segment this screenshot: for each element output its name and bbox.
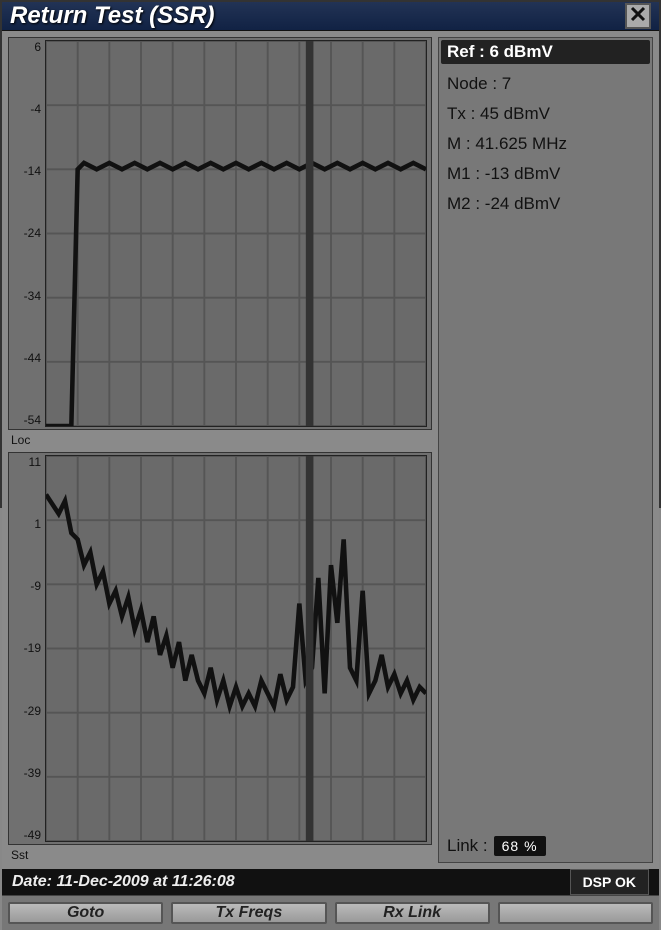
- chart-loc-yaxis: 6-4-14-24-34-44-54: [11, 40, 41, 427]
- close-button[interactable]: [625, 3, 651, 29]
- marker-freq-readout: M : 41.625 MHz: [447, 134, 644, 154]
- chart-sst: 111-9-19-29-39-49 Sst: [8, 452, 432, 845]
- link-row: Link : 68 %: [447, 836, 644, 856]
- close-icon: [630, 6, 646, 27]
- titlebar: Return Test (SSR): [2, 2, 659, 31]
- node-readout: Node : 7: [447, 74, 644, 94]
- txfreqs-button[interactable]: Tx Freqs: [171, 902, 326, 924]
- chart-sst-yaxis: 111-9-19-29-39-49: [11, 455, 41, 842]
- tx-readout: Tx : 45 dBmV: [447, 104, 644, 124]
- chart-loc-plot[interactable]: [45, 40, 427, 427]
- chart-loc-label: Loc: [11, 433, 30, 447]
- rxlink-button[interactable]: Rx Link: [335, 902, 490, 924]
- window-title: Return Test (SSR): [10, 2, 625, 30]
- chart-sst-plot[interactable]: [45, 455, 427, 842]
- main-area: 6-4-14-24-34-44-54 Loc 111-9-19-29-39-49…: [2, 31, 659, 869]
- chart-sst-label: Sst: [11, 848, 28, 862]
- ref-readout: Ref : 6 dBmV: [441, 40, 650, 64]
- status-date: Date: 11-Dec-2009 at 11:26:08: [12, 873, 560, 891]
- link-badge: 68 %: [494, 836, 546, 856]
- app-window: Return Test (SSR) 6-4-14-24-34-44-54 Loc…: [0, 0, 661, 508]
- status-bar: Date: 11-Dec-2009 at 11:26:08 DSP OK: [2, 869, 659, 895]
- chart-loc: 6-4-14-24-34-44-54 Loc: [8, 37, 432, 430]
- toolbar: Goto Tx Freqs Rx Link: [2, 895, 659, 930]
- marker2-readout: M2 : -24 dBmV: [447, 194, 644, 214]
- info-panel: Ref : 6 dBmV Node : 7 Tx : 45 dBmV M : 4…: [438, 37, 653, 863]
- charts-panel: 6-4-14-24-34-44-54 Loc 111-9-19-29-39-49…: [8, 37, 432, 863]
- link-label: Link :: [447, 836, 488, 856]
- marker1-readout: M1 : -13 dBmV: [447, 164, 644, 184]
- dsp-status: DSP OK: [570, 869, 649, 895]
- toolbar-button-4[interactable]: [498, 902, 653, 924]
- goto-button[interactable]: Goto: [8, 902, 163, 924]
